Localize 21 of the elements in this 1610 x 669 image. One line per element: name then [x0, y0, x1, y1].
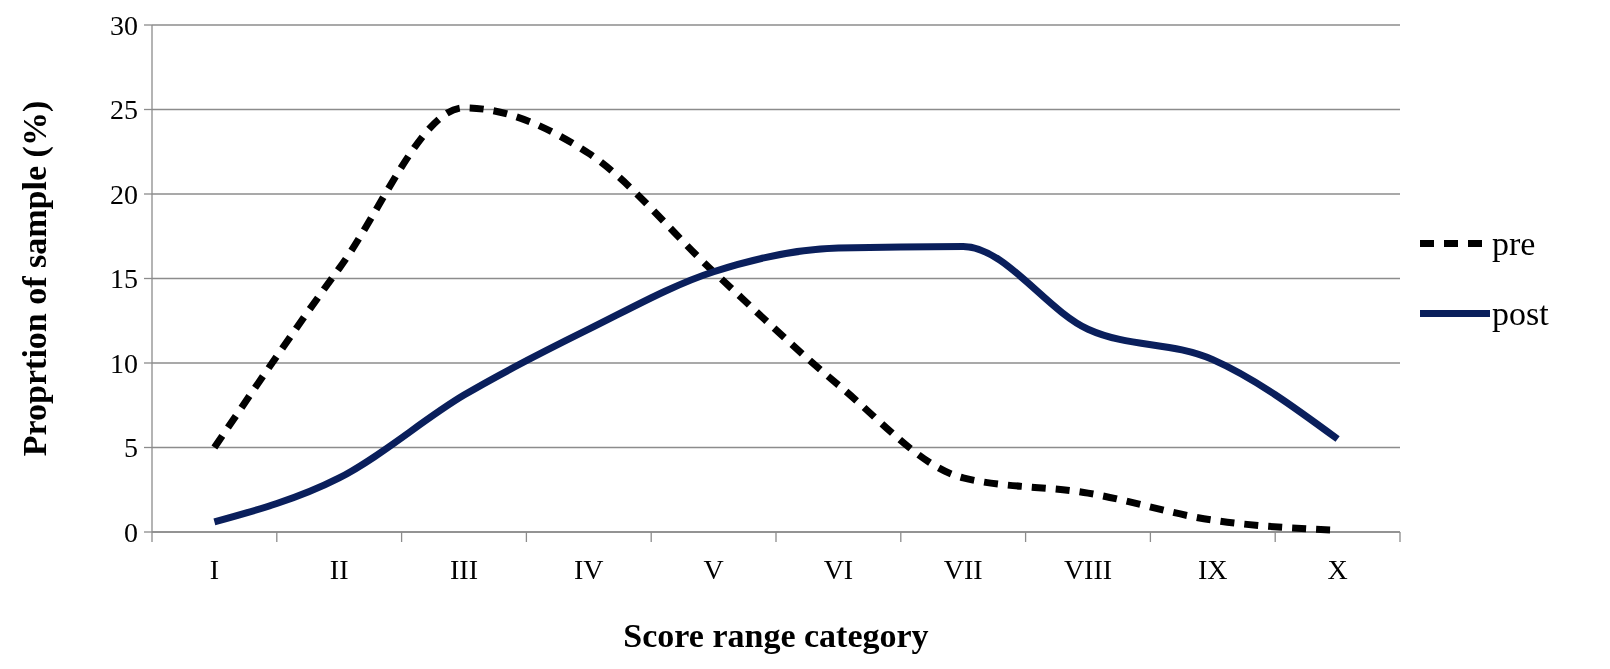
y-tick-label: 25	[110, 94, 138, 126]
y-tick-label: 30	[110, 9, 138, 41]
y-tick-label: 15	[110, 263, 138, 295]
y-tick-label: 20	[110, 178, 138, 210]
x-tick-label: VI	[823, 554, 854, 585]
x-tick-label: I	[209, 554, 220, 585]
y-tick-label: 10	[110, 347, 138, 379]
x-tick-label: V	[703, 554, 724, 585]
x-axis-title: Score range category	[623, 617, 929, 654]
y-axis-title: Proprtion of sample (%)	[16, 100, 54, 457]
x-tick-label: VIII	[1063, 554, 1113, 585]
legend-label: pre	[1492, 225, 1536, 263]
x-tick-label: II	[329, 554, 349, 585]
y-tick-label: 0	[124, 516, 138, 548]
x-tick-label: IX	[1198, 554, 1228, 585]
y-tick-label: 5	[124, 432, 138, 464]
x-tick-label: III	[450, 554, 478, 585]
x-tick-label: VII	[943, 554, 983, 585]
x-tick-label: IV	[574, 554, 604, 585]
x-tick-label: X	[1327, 554, 1348, 585]
legend-label: post	[1492, 295, 1550, 333]
